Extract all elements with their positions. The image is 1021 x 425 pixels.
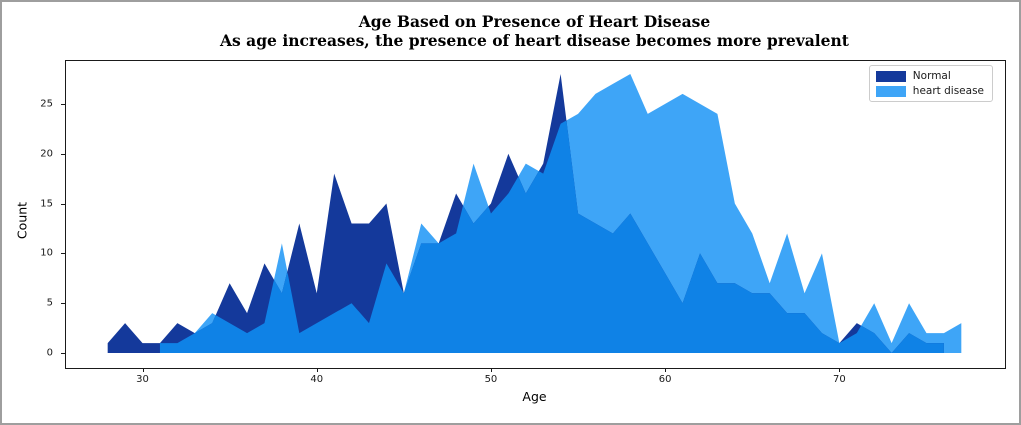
y-tick-label: 5: [46, 297, 53, 309]
y-tick-label: 20: [40, 148, 53, 160]
legend-label-heart-disease: heart disease: [912, 85, 984, 97]
y-tick: [61, 303, 65, 305]
y-axis-label: Count: [14, 201, 30, 240]
x-tick-label: 50: [484, 374, 498, 385]
y-tick-label: 10: [40, 247, 53, 259]
chart-title: Age Based on Presence of Heart Disease: [358, 12, 711, 31]
x-tick-label: 30: [136, 374, 149, 385]
x-tick-label: 40: [310, 374, 324, 385]
x-tick: [142, 368, 144, 372]
y-tick: [61, 253, 65, 255]
x-tick: [490, 368, 492, 372]
x-tick: [839, 368, 841, 372]
y-tick: [61, 153, 65, 155]
y-tick-label: 0: [46, 347, 53, 359]
legend-label-normal: Normal: [912, 70, 951, 82]
y-tick-label: 15: [40, 198, 53, 210]
chart-subtitle: As age increases, the presence of heart …: [220, 31, 849, 50]
y-tick-label: 25: [40, 98, 53, 110]
legend-entry-normal: Normal: [875, 70, 984, 82]
chart-title-block: Age Based on Presence of Heart Disease A…: [65, 12, 1004, 50]
legend-entry-heart-disease: heart disease: [875, 85, 984, 97]
x-tick-label: 60: [658, 374, 672, 385]
y-tick: [61, 203, 65, 205]
series-overlap-area: [159, 120, 944, 354]
legend: Normal heart disease: [868, 65, 993, 102]
legend-swatch-heart-disease: [875, 85, 906, 97]
x-tick: [665, 368, 667, 372]
y-tick: [61, 103, 65, 105]
x-tick-label: 70: [832, 374, 846, 385]
y-tick: [61, 353, 65, 355]
x-tick: [316, 368, 318, 372]
x-axis-label: Age: [522, 389, 547, 404]
legend-swatch-normal: [875, 70, 906, 82]
